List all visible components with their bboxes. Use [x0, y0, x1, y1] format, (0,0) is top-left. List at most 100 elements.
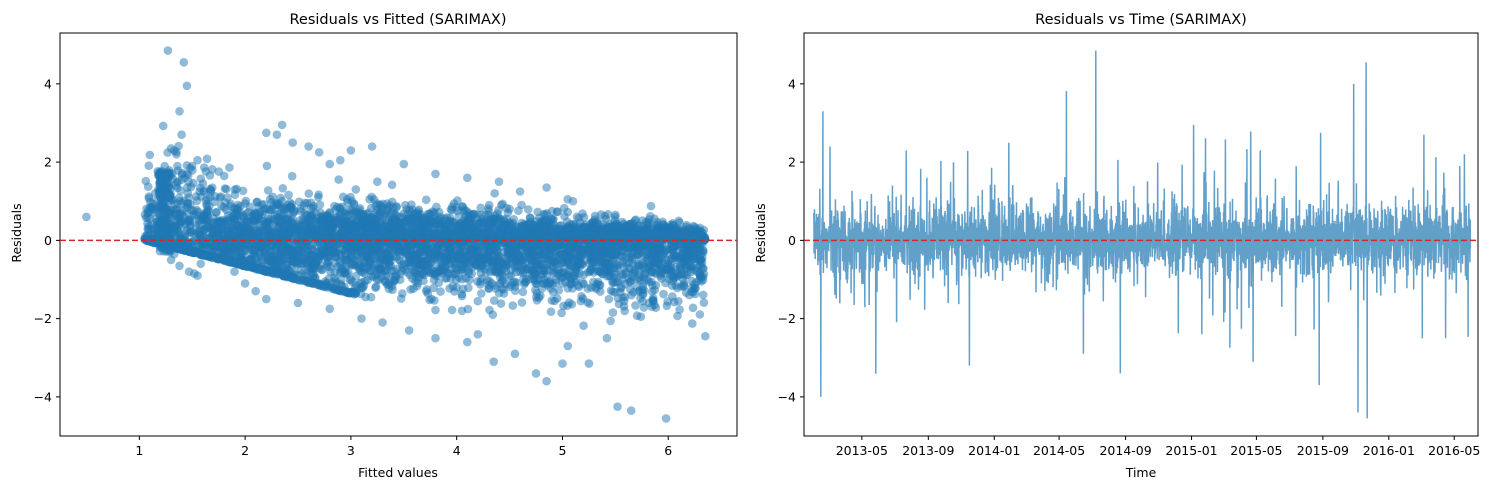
scatter-point — [296, 240, 306, 249]
scatter-point — [476, 203, 486, 213]
scatter-point — [613, 260, 623, 270]
scatter-point — [616, 287, 625, 297]
scatter-point — [567, 300, 577, 309]
scatter-point — [270, 235, 279, 244]
scatter-point — [486, 244, 496, 253]
scatter-point — [357, 278, 366, 287]
scatter-point — [604, 294, 614, 304]
scatter-point — [253, 229, 263, 239]
scatter-point — [411, 272, 421, 282]
scatter-point — [195, 187, 204, 196]
scatter-point — [244, 207, 253, 217]
scatter-point — [575, 218, 585, 227]
scatter-point — [556, 221, 566, 230]
scatter-point — [533, 225, 542, 234]
scatter-point — [531, 285, 540, 295]
scatter-point — [586, 229, 596, 238]
scatter-point — [621, 241, 630, 251]
scatter-point — [405, 270, 414, 280]
scatter-point — [411, 262, 421, 271]
scatter-point — [270, 204, 280, 214]
scatter-title: Residuals vs Fitted (SARIMAX) — [290, 12, 507, 28]
scatter-point — [175, 196, 185, 206]
scatter-point — [445, 284, 454, 293]
scatter-point — [485, 305, 494, 315]
scatter-point — [495, 257, 505, 266]
scatter-point — [324, 257, 334, 266]
scatter-point — [633, 274, 642, 284]
scatter-point — [407, 251, 417, 260]
scatter-point — [387, 180, 397, 190]
scatter-point — [539, 266, 548, 276]
scatter-point — [668, 292, 677, 301]
scatter-point — [457, 274, 467, 284]
scatter-point — [300, 198, 310, 208]
scatter-point — [618, 275, 627, 285]
scatter-point — [563, 270, 572, 280]
scatter-point — [494, 264, 503, 274]
scatter-point — [351, 185, 361, 194]
scatter-point — [184, 193, 193, 202]
scatter-point — [334, 175, 344, 184]
scatter-point — [574, 258, 583, 268]
scatter-point — [210, 192, 220, 201]
scatter-point — [678, 249, 687, 258]
scatter-point — [212, 208, 221, 217]
scatter-point — [257, 210, 267, 220]
scatter-point — [375, 216, 384, 226]
scatter-point — [203, 217, 212, 227]
scatter-point — [418, 217, 428, 226]
scatter-point — [173, 183, 182, 193]
scatter-point — [521, 277, 530, 287]
scatter-point — [566, 279, 576, 289]
scatter-point — [141, 176, 151, 186]
scatter-point — [273, 242, 283, 251]
scatter-point — [612, 223, 621, 232]
scatter-point — [592, 284, 601, 294]
scatter-point — [473, 277, 482, 286]
scatter-point — [445, 217, 454, 226]
scatter-point — [508, 301, 518, 310]
scatter-point — [477, 210, 486, 220]
scatter-point — [695, 310, 705, 319]
scatter-point — [400, 247, 410, 257]
scatter-point — [202, 207, 212, 217]
scatter-point — [284, 190, 293, 200]
scatter-point — [464, 229, 474, 238]
scatter-point — [668, 276, 677, 286]
scatter-point — [371, 282, 381, 292]
scatter-point — [303, 229, 312, 239]
scatter-point — [430, 296, 439, 305]
scatter-point — [639, 288, 648, 298]
scatter-point — [366, 292, 376, 302]
scatter-point — [251, 208, 260, 218]
scatter-point — [158, 121, 168, 131]
scatter-point — [423, 242, 433, 252]
scatter-point — [554, 286, 563, 295]
scatter-point — [699, 298, 709, 308]
scatter-point — [381, 272, 391, 281]
scatter-point — [632, 282, 642, 292]
scatter-point — [357, 247, 367, 257]
scatter-point — [608, 308, 618, 317]
scatter-point — [578, 209, 587, 218]
scatter-point — [396, 294, 406, 303]
scatter-point — [196, 222, 205, 231]
scatter-point — [699, 264, 708, 273]
scatter-point — [262, 161, 272, 171]
scatter-point — [223, 211, 233, 220]
scatter-point — [675, 305, 684, 315]
scatter-point — [490, 296, 499, 305]
scatter-point — [422, 227, 432, 236]
scatter-point — [263, 186, 273, 195]
scatter-point — [349, 252, 359, 261]
scatter-point — [551, 256, 560, 266]
scatter-point — [219, 171, 229, 181]
scatter-point — [447, 305, 457, 315]
scatter-point — [189, 206, 199, 216]
scatter-point — [456, 253, 466, 263]
scatter-point — [603, 210, 613, 219]
scatter-point — [626, 285, 635, 294]
scatter-point — [606, 286, 616, 295]
scatter-point — [563, 207, 572, 217]
